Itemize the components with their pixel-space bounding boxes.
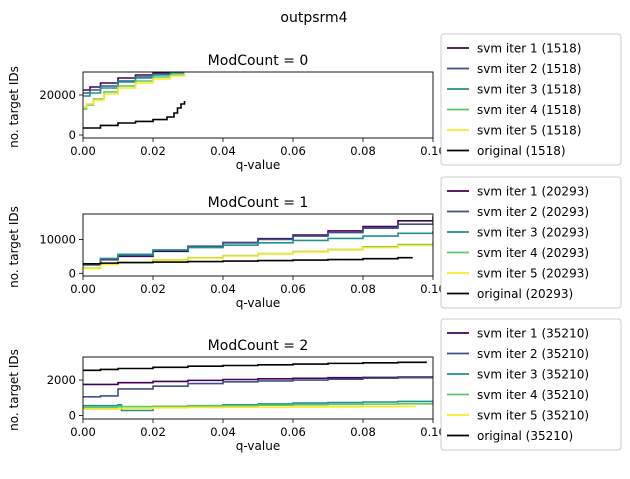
x-axis-label: q-value (236, 158, 280, 172)
x-tick-label: 0.08 (350, 144, 376, 158)
subplots: ModCount = 0 0.00 0.02 0.04 0.06 0.08 0.10 0 200… (7, 33, 622, 453)
x-tick-label: 0.00 (70, 144, 96, 158)
y-axis-label: no. target IDs (7, 349, 21, 431)
y-tick-label: 2000 (47, 373, 76, 387)
series-line-4 (83, 74, 186, 108)
subplot-0: ModCount = 0 0.00 0.02 0.04 0.06 0.08 0.10 0 200… (7, 33, 622, 172)
figure-suptitle: outpsrm4 (280, 10, 347, 26)
legend-entry: svm iter 2 (20293) (477, 205, 589, 219)
axes-frame (82, 71, 434, 139)
legend-entry: svm iter 4 (1518) (477, 103, 581, 117)
legend-entry: svm iter 4 (20293) (477, 246, 589, 260)
x-tick-label: 0.08 (350, 425, 376, 439)
legend-entry: svm iter 1 (20293) (477, 185, 589, 199)
legend-entry: svm iter 5 (35210) (477, 409, 589, 423)
legend-entry: svm iter 4 (35210) (477, 388, 589, 402)
series-line-5 (83, 101, 186, 129)
legend-entry: svm iter 2 (35210) (477, 347, 589, 361)
y-tick-label: 0 (69, 408, 76, 422)
series-line-2 (83, 72, 185, 97)
x-tick-label: 0.00 (70, 425, 96, 439)
legend: svm iter 1 (1518) svm iter 2 (1518) svm it… (440, 33, 622, 166)
legend-entry: original (1518) (477, 144, 566, 158)
x-tick-label: 0.02 (140, 282, 166, 296)
x-tick-label: 0.04 (210, 425, 236, 439)
x-tick-label: 0.02 (140, 425, 166, 439)
series-lines (83, 216, 433, 270)
legend-entry: svm iter 3 (35210) (477, 368, 589, 382)
subplot-title: ModCount = 2 (208, 338, 309, 354)
series-line-5 (83, 256, 413, 265)
x-tick-label: 0.10 (420, 282, 446, 296)
series-line-5 (83, 361, 427, 372)
legend-entry: svm iter 3 (1518) (477, 83, 581, 97)
legend-entry: svm iter 3 (20293) (477, 226, 589, 240)
legend-entry: svm iter 1 (1518) (477, 42, 581, 56)
legend-entry: svm iter 1 (35210) (477, 327, 589, 341)
x-tick-label: 0.04 (210, 144, 236, 158)
legend-entry: original (35210) (477, 429, 573, 443)
x-tick-label: 0.06 (280, 144, 306, 158)
y-axis-label: no. target IDs (7, 66, 21, 148)
y-tick-label: 0 (69, 266, 76, 280)
legend: svm iter 1 (35210) svm iter 2 (35210) svm … (440, 318, 622, 451)
series-line-1 (83, 72, 185, 94)
axes-frame (82, 213, 434, 277)
x-tick-label: 0.08 (350, 282, 376, 296)
y-axis-label: no. target IDs (7, 206, 21, 288)
axes-frame (82, 356, 434, 420)
subplot-1: ModCount = 1 0.00 0.02 0.04 0.06 0.08 0.10 0 100… (7, 176, 622, 310)
x-tick-label: 0.06 (280, 425, 306, 439)
x-tick-label: 0.00 (70, 282, 96, 296)
legend: svm iter 1 (20293) svm iter 2 (20293) svm … (440, 176, 622, 309)
subplot-title: ModCount = 0 (208, 53, 309, 69)
series-lines (83, 72, 186, 129)
legend-entry: svm iter 5 (1518) (477, 124, 581, 138)
legend-frame (440, 33, 622, 166)
legend-entry: svm iter 2 (1518) (477, 62, 581, 76)
y-tick-label: 20000 (39, 88, 76, 102)
x-axis-label: q-value (236, 296, 280, 310)
x-tick-label: 0.02 (140, 144, 166, 158)
legend-entry: svm iter 5 (20293) (477, 267, 589, 281)
subplot-2: ModCount = 2 0.00 0.02 0.04 0.06 0.08 0.10 0 200… (7, 318, 622, 453)
x-tick-label: 0.04 (210, 282, 236, 296)
series-line-4 (83, 405, 417, 411)
series-line-2 (83, 230, 433, 265)
x-tick-label: 0.06 (280, 282, 306, 296)
y-tick-label: 0 (69, 128, 76, 142)
series-line-0 (83, 376, 433, 386)
x-axis-label: q-value (236, 439, 280, 453)
series-line-0 (83, 72, 185, 91)
x-tick-label: 0.10 (420, 425, 446, 439)
y-tick-label: 10000 (39, 232, 76, 246)
legend-frame (440, 318, 622, 451)
series-line-3 (83, 402, 433, 409)
series-lines (83, 361, 433, 412)
series-line-1 (83, 376, 433, 398)
legend-frame (440, 176, 622, 309)
x-tick-label: 0.10 (420, 144, 446, 158)
subplot-title: ModCount = 1 (208, 195, 309, 211)
legend-entry: original (20293) (477, 287, 573, 301)
